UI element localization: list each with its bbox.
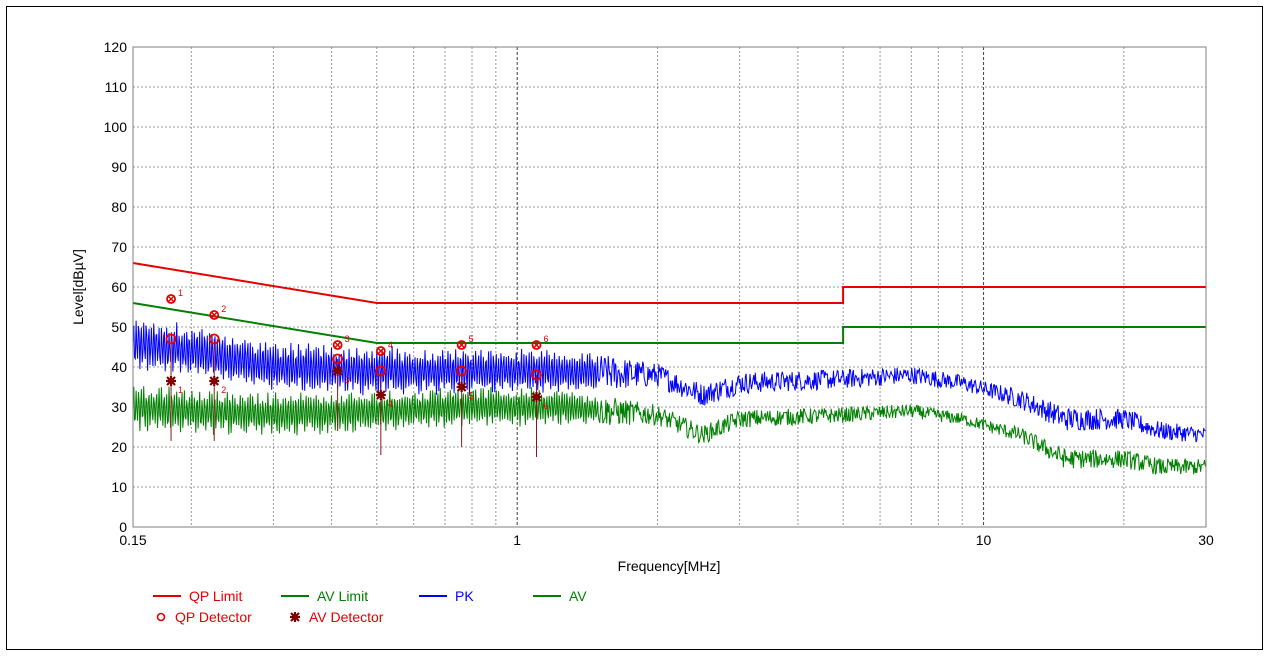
y-tick-label: 30 <box>111 399 127 415</box>
qp-detector-point <box>208 333 220 345</box>
series-layer <box>132 262 1207 475</box>
marker-label: 2 <box>221 304 226 314</box>
marker-label: 4 <box>388 399 393 409</box>
y-tick-label: 20 <box>111 439 127 455</box>
av-detector-point <box>332 366 343 376</box>
pk-marker-cross <box>210 311 218 319</box>
qp-detector-point <box>531 369 542 381</box>
pk-marker-cross <box>167 295 175 303</box>
y-tick-label: 90 <box>111 159 127 175</box>
y-tick-label: 120 <box>104 39 128 55</box>
av-detector-point <box>209 376 220 386</box>
qp-detector-point <box>456 365 468 377</box>
av-detector-point <box>531 392 542 402</box>
pk-marker <box>531 340 542 350</box>
pk-marker <box>375 346 386 356</box>
legend-swatch-qp-detector <box>156 612 166 622</box>
marker-label: 2 <box>221 385 226 395</box>
x-tick-label: 30 <box>1198 532 1214 548</box>
series-qp-limit <box>132 262 1206 304</box>
marker-label: 1 <box>178 385 183 395</box>
y-tick-label: 10 <box>111 479 127 495</box>
x-axis-title: Frequency[MHz] <box>618 558 721 574</box>
y-axis-title: Level[dBµV] <box>70 249 86 325</box>
marker-label: 5 <box>469 391 474 401</box>
pk-marker-cross <box>458 341 466 349</box>
legend-label-av: AV <box>569 588 587 604</box>
y-tick-label: 110 <box>105 79 128 95</box>
y-tick-label: 0 <box>119 519 127 535</box>
series-av-limit <box>132 302 1206 344</box>
marker-label: 4 <box>388 340 393 350</box>
legend-label-qp-detector: QP Detector <box>175 609 252 625</box>
legend-label-av-limit: AV Limit <box>317 588 368 604</box>
pk-marker <box>166 294 176 304</box>
marker-label: 6 <box>544 334 549 344</box>
y-tick-label: 80 <box>111 199 127 215</box>
av-detector-point <box>375 390 386 400</box>
legend-label-qp-limit: QP Limit <box>189 588 243 604</box>
legend-label-pk: PK <box>455 588 474 604</box>
marker-label: 1 <box>178 288 183 298</box>
pk-marker <box>209 310 220 320</box>
av-detector-point <box>456 382 467 392</box>
y-tick-label: 50 <box>111 319 127 335</box>
pk-marker <box>332 340 343 350</box>
marker-label: 5 <box>469 334 474 344</box>
qp-detector-point <box>375 365 387 377</box>
legend-swatch-av-detector <box>290 612 300 622</box>
series-av <box>132 386 1207 475</box>
x-tick-label: 1 <box>513 532 521 548</box>
marker-label: 6 <box>544 401 549 411</box>
pk-marker-cross <box>377 347 385 355</box>
qp-detector-point <box>332 353 344 365</box>
pk-marker-cross <box>334 341 342 349</box>
y-tick-label: 60 <box>111 279 127 295</box>
x-tick-label: 10 <box>976 532 992 548</box>
pk-marker-cross <box>532 341 541 349</box>
x-tick-label: 0.15 <box>119 532 146 548</box>
legend-label-av-detector: AV Detector <box>309 609 384 625</box>
legend: QP Limit AV Limit PK AV QP Detector AV Detect… <box>153 588 587 625</box>
y-tick-label: 100 <box>104 119 128 135</box>
pk-marker <box>456 340 467 350</box>
plot-area-border <box>132 46 1207 528</box>
series-pk <box>132 320 1206 443</box>
marker-label: 3 <box>345 375 350 385</box>
av-detector-point <box>166 376 177 386</box>
marker-layer: 1 1 2 2 3 3 4 4 5 5 6 6 <box>165 288 549 457</box>
y-tick-label: 70 <box>111 239 127 255</box>
qp-detector-point <box>165 333 177 345</box>
marker-label: 3 <box>345 334 350 344</box>
y-tick-label: 40 <box>111 359 127 375</box>
